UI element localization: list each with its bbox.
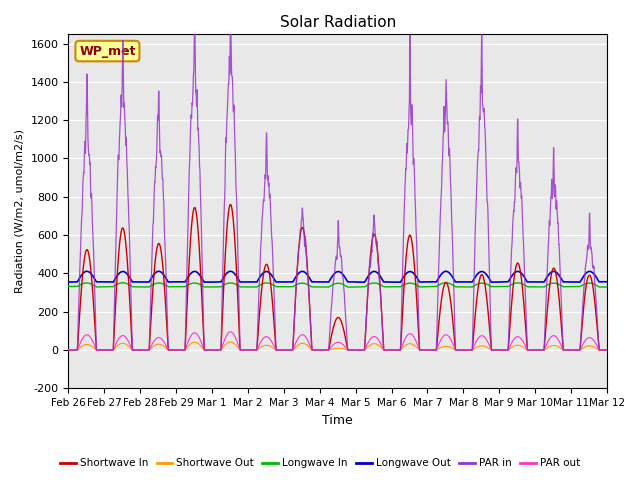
Y-axis label: Radiation (W/m2, umol/m2/s): Radiation (W/m2, umol/m2/s) <box>15 129 25 293</box>
Legend: Shortwave In, Shortwave Out, Longwave In, Longwave Out, PAR in, PAR out: Shortwave In, Shortwave Out, Longwave In… <box>56 454 584 472</box>
Text: WP_met: WP_met <box>79 45 136 58</box>
Title: Solar Radiation: Solar Radiation <box>280 15 396 30</box>
X-axis label: Time: Time <box>323 414 353 427</box>
